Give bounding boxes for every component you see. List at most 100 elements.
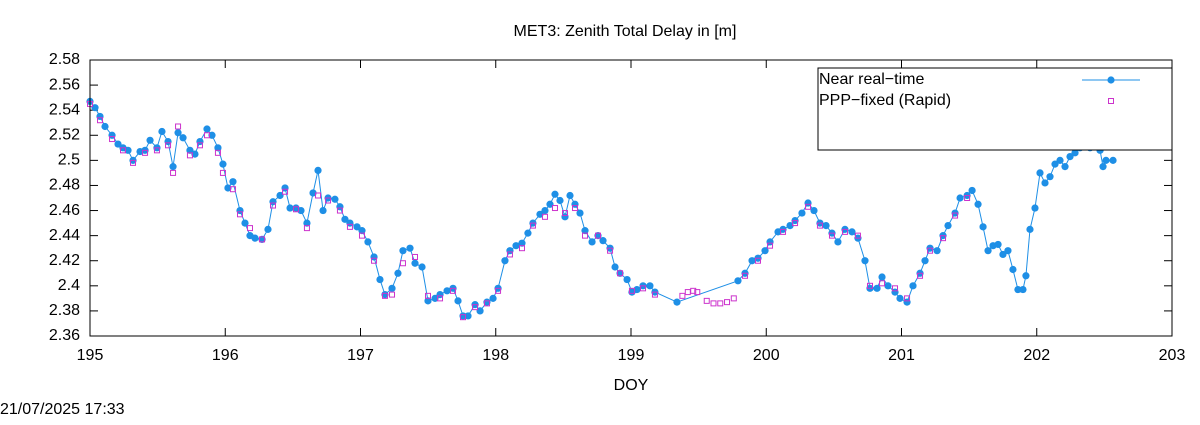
data-point bbox=[541, 213, 548, 220]
data-point bbox=[798, 209, 806, 217]
y-tick-label: 2.5 bbox=[58, 152, 80, 169]
data-point bbox=[101, 122, 109, 131]
data-point bbox=[646, 282, 654, 290]
data-point bbox=[690, 287, 697, 294]
data-point bbox=[97, 117, 104, 124]
y-tick-label: 2.38 bbox=[49, 302, 80, 319]
data-point bbox=[710, 300, 717, 307]
data-point bbox=[175, 123, 182, 130]
data-point bbox=[146, 136, 154, 144]
data-point bbox=[179, 134, 187, 142]
data-point bbox=[684, 289, 691, 296]
data-point bbox=[394, 269, 402, 277]
data-point bbox=[315, 192, 322, 199]
data-point bbox=[909, 282, 917, 290]
data-point bbox=[766, 238, 774, 246]
data-point bbox=[389, 291, 396, 298]
data-point bbox=[443, 287, 451, 295]
data-point bbox=[281, 184, 289, 192]
data-point bbox=[816, 222, 823, 229]
data-point bbox=[984, 247, 992, 255]
data-point bbox=[483, 300, 490, 307]
data-point bbox=[203, 125, 211, 133]
x-tick-label: 202 bbox=[1023, 347, 1050, 364]
data-point bbox=[297, 206, 305, 215]
legend-swatch bbox=[1107, 76, 1115, 84]
data-point bbox=[891, 288, 899, 296]
data-point bbox=[956, 194, 964, 202]
data-point bbox=[229, 186, 236, 193]
data-point bbox=[269, 198, 277, 206]
data-point bbox=[472, 304, 479, 311]
data-point bbox=[873, 284, 881, 292]
data-point bbox=[1061, 163, 1069, 171]
data-point bbox=[241, 219, 249, 227]
data-point bbox=[431, 294, 439, 302]
data-point bbox=[979, 223, 987, 231]
data-point bbox=[489, 294, 497, 302]
data-point bbox=[130, 159, 137, 166]
data-point bbox=[399, 260, 406, 267]
data-point bbox=[424, 297, 432, 305]
data-point bbox=[196, 137, 204, 146]
data-point bbox=[186, 146, 194, 154]
x-tick-label: 196 bbox=[212, 347, 239, 364]
data-point bbox=[501, 257, 509, 265]
data-point bbox=[286, 204, 294, 212]
data-point bbox=[418, 263, 426, 271]
data-point bbox=[694, 289, 701, 296]
data-point bbox=[219, 160, 227, 168]
y-tick-label: 2.36 bbox=[49, 327, 80, 344]
data-point bbox=[371, 257, 378, 264]
data-point bbox=[616, 269, 624, 277]
data-point bbox=[878, 273, 886, 281]
data-point bbox=[437, 295, 444, 302]
data-point bbox=[724, 299, 731, 306]
legend-label: Near real−time bbox=[819, 71, 924, 88]
data-point bbox=[594, 232, 601, 239]
data-point bbox=[633, 285, 641, 294]
data-point bbox=[512, 242, 520, 250]
data-point bbox=[276, 191, 284, 200]
data-point bbox=[994, 240, 1002, 249]
data-point bbox=[303, 225, 310, 232]
data-point bbox=[546, 200, 554, 208]
data-point bbox=[495, 287, 502, 294]
data-point bbox=[346, 219, 354, 227]
data-point bbox=[810, 206, 818, 215]
data-point bbox=[282, 188, 289, 195]
data-point bbox=[561, 213, 569, 221]
data-point bbox=[940, 235, 947, 242]
data-point bbox=[120, 147, 127, 154]
data-point bbox=[541, 206, 549, 215]
data-point bbox=[1066, 153, 1074, 161]
legend-swatch bbox=[1108, 98, 1114, 104]
data-point bbox=[834, 238, 842, 246]
data-point bbox=[1022, 272, 1030, 280]
data-point bbox=[551, 205, 558, 212]
y-tick-label: 2.42 bbox=[49, 252, 80, 269]
data-point bbox=[524, 229, 532, 237]
data-point bbox=[717, 300, 724, 307]
data-point bbox=[640, 285, 647, 292]
data-point bbox=[454, 297, 462, 305]
data-point bbox=[952, 212, 959, 219]
data-point bbox=[331, 195, 339, 203]
data-point bbox=[370, 253, 378, 261]
data-point bbox=[388, 284, 396, 292]
data-point bbox=[251, 234, 259, 242]
data-point bbox=[866, 282, 873, 289]
data-point bbox=[165, 142, 172, 149]
x-tick-label: 197 bbox=[347, 347, 374, 364]
data-point bbox=[258, 235, 266, 243]
data-point bbox=[269, 202, 276, 209]
data-point bbox=[623, 275, 631, 284]
data-point bbox=[376, 275, 384, 284]
y-tick-label: 2.56 bbox=[49, 76, 80, 93]
data-point bbox=[1036, 169, 1044, 177]
data-point bbox=[651, 291, 658, 298]
data-point bbox=[381, 291, 389, 299]
data-point bbox=[792, 220, 799, 227]
data-point bbox=[336, 207, 343, 214]
data-point bbox=[999, 250, 1007, 259]
